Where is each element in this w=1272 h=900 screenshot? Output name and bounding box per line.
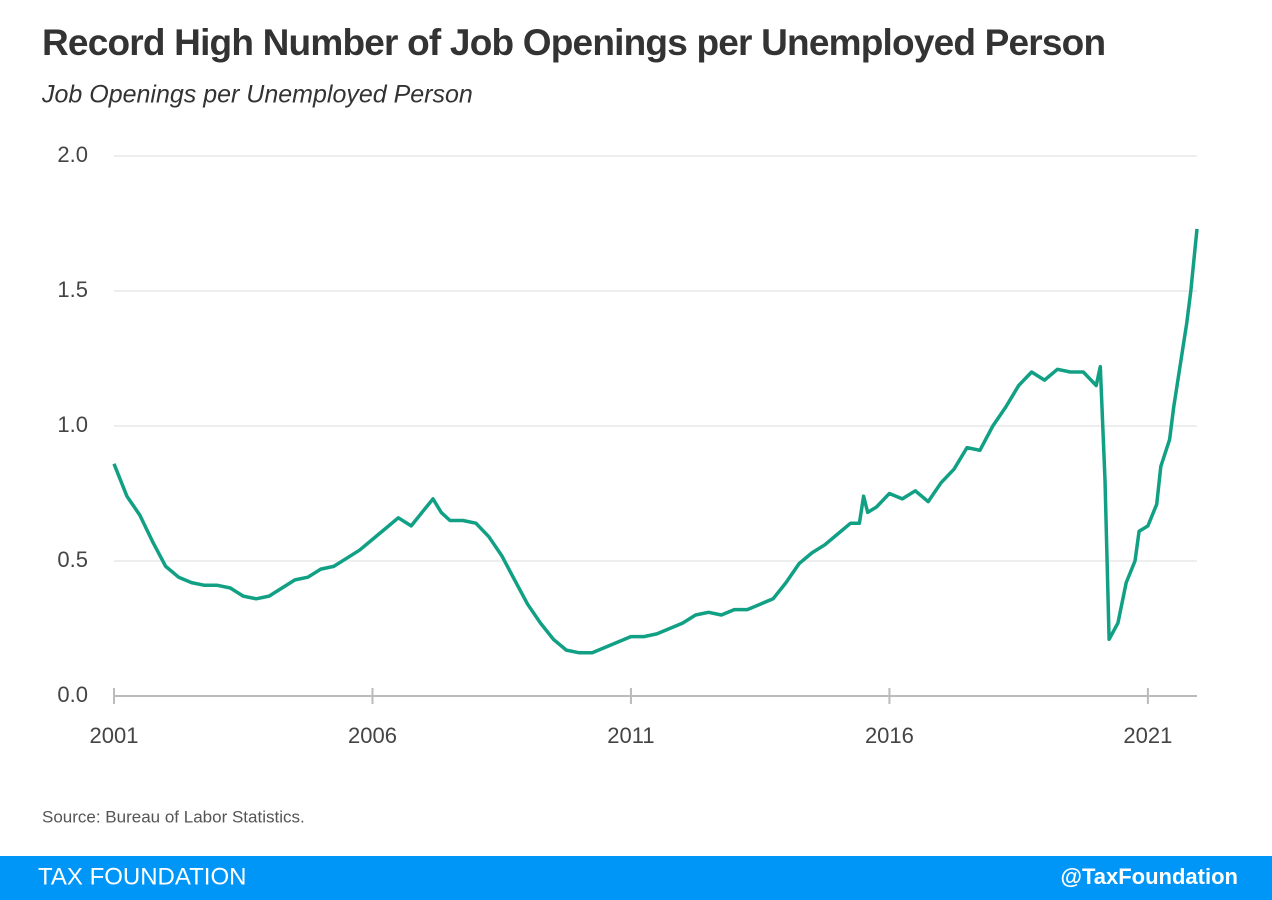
data-line [112, 228, 1199, 655]
chart-subtitle: Job Openings per Unemployed Person [41, 81, 473, 109]
x-tick-label: 2021 [1123, 723, 1172, 748]
x-tick-label: 2011 [607, 723, 654, 748]
x-tick-label: 2016 [865, 723, 914, 748]
chart-title: Record High Number of Job Openings per U… [42, 22, 1105, 63]
x-tick-label: 2001 [90, 723, 139, 748]
footer-handle: @TaxFoundation [1061, 864, 1238, 889]
y-tick-label: 1.0 [57, 412, 88, 437]
footer-brand: TAX FOUNDATION [38, 863, 246, 890]
x-tick-label: 2006 [348, 723, 397, 748]
y-tick-label: 2.0 [57, 142, 88, 167]
y-tick-label: 0.5 [57, 547, 88, 572]
y-tick-label: 0.0 [57, 682, 88, 707]
y-tick-label: 1.5 [57, 277, 88, 302]
source-note: Source: Bureau of Labor Statistics. [42, 807, 305, 826]
footer-bar [0, 856, 1272, 900]
